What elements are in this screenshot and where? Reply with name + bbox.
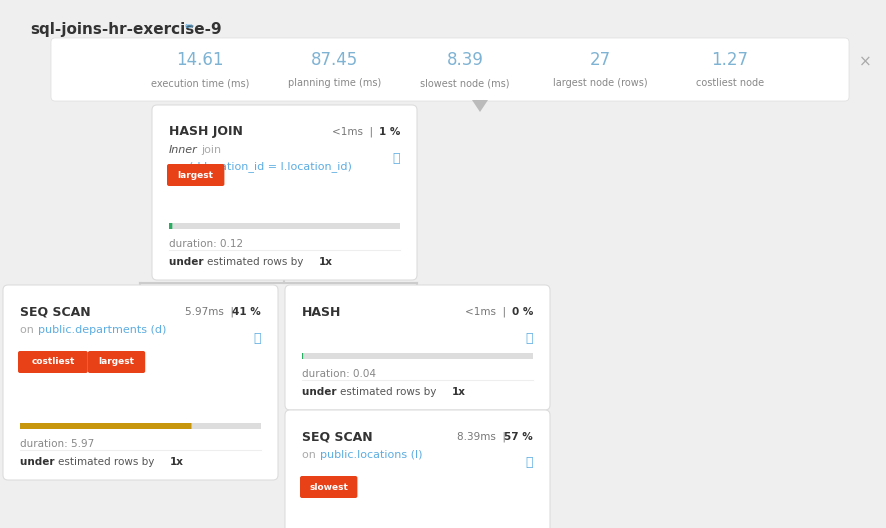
Text: 🗄: 🗄 <box>253 332 260 344</box>
Text: HASH JOIN: HASH JOIN <box>169 126 243 138</box>
Text: join: join <box>201 145 221 155</box>
Text: 🗄: 🗄 <box>392 152 400 165</box>
Text: <1ms  |: <1ms | <box>332 127 379 137</box>
FancyBboxPatch shape <box>3 285 277 480</box>
FancyBboxPatch shape <box>284 410 549 528</box>
Text: 1x: 1x <box>319 257 332 267</box>
Text: (d.location_id = l.location_id): (d.location_id = l.location_id) <box>189 162 352 173</box>
Text: public.locations (l): public.locations (l) <box>320 450 422 460</box>
Text: 0 %: 0 % <box>511 307 532 317</box>
FancyBboxPatch shape <box>167 164 224 186</box>
Text: on: on <box>301 450 319 460</box>
Text: 1x: 1x <box>452 387 465 397</box>
Text: 🗄: 🗄 <box>525 332 532 344</box>
Text: costliest node: costliest node <box>696 78 763 88</box>
Text: planning time (ms): planning time (ms) <box>288 78 381 88</box>
FancyBboxPatch shape <box>301 353 303 359</box>
Text: under: under <box>169 257 207 267</box>
Text: 41 %: 41 % <box>232 307 260 317</box>
Text: on: on <box>20 325 37 335</box>
Text: SEQ SCAN: SEQ SCAN <box>20 306 90 318</box>
Text: largest: largest <box>98 357 135 366</box>
FancyBboxPatch shape <box>301 353 532 359</box>
Text: 27: 27 <box>589 51 610 69</box>
Text: largest: largest <box>177 171 214 180</box>
FancyBboxPatch shape <box>18 351 88 373</box>
Text: HASH: HASH <box>301 306 341 318</box>
Text: under: under <box>20 457 58 467</box>
Text: on: on <box>169 162 186 172</box>
Text: <1ms  |: <1ms | <box>465 307 512 317</box>
Text: 5.97ms  |: 5.97ms | <box>185 307 241 317</box>
FancyBboxPatch shape <box>284 285 549 410</box>
Text: 8.39: 8.39 <box>446 51 483 69</box>
Text: 1.27: 1.27 <box>711 51 748 69</box>
Text: sql-joins-hr-exercise-9: sql-joins-hr-exercise-9 <box>30 22 222 37</box>
Text: 14.61: 14.61 <box>176 51 223 69</box>
Text: 1 %: 1 % <box>378 127 400 137</box>
Text: Inner: Inner <box>169 145 198 155</box>
Text: estimated rows by: estimated rows by <box>58 457 158 467</box>
Text: 57 %: 57 % <box>503 432 532 442</box>
Text: ×: × <box>858 54 870 70</box>
Text: public.departments (d): public.departments (d) <box>38 325 167 335</box>
Text: costliest: costliest <box>31 357 74 366</box>
Text: estimated rows by: estimated rows by <box>206 257 307 267</box>
Text: 8.39ms  |: 8.39ms | <box>457 432 512 442</box>
FancyBboxPatch shape <box>152 105 416 280</box>
FancyBboxPatch shape <box>88 351 145 373</box>
Text: execution time (ms): execution time (ms) <box>151 78 249 88</box>
Text: SEQ SCAN: SEQ SCAN <box>301 430 372 444</box>
FancyBboxPatch shape <box>169 223 172 229</box>
Text: under: under <box>301 387 339 397</box>
FancyBboxPatch shape <box>169 223 400 229</box>
Text: estimated rows by: estimated rows by <box>339 387 439 397</box>
Text: duration: 5.97: duration: 5.97 <box>20 439 94 449</box>
Text: duration: 0.12: duration: 0.12 <box>169 239 243 249</box>
Polygon shape <box>471 100 487 112</box>
FancyBboxPatch shape <box>299 476 357 498</box>
Text: 87.45: 87.45 <box>311 51 358 69</box>
Text: largest node (rows): largest node (rows) <box>552 78 647 88</box>
Text: slowest node (ms): slowest node (ms) <box>420 78 509 88</box>
FancyBboxPatch shape <box>20 423 260 429</box>
Text: slowest: slowest <box>309 483 347 492</box>
Text: 🗄: 🗄 <box>525 457 532 469</box>
FancyBboxPatch shape <box>20 423 191 429</box>
Text: 1x: 1x <box>170 457 183 467</box>
Text: ✏: ✏ <box>185 22 194 32</box>
FancyBboxPatch shape <box>51 38 848 101</box>
Text: duration: 0.04: duration: 0.04 <box>301 369 376 379</box>
